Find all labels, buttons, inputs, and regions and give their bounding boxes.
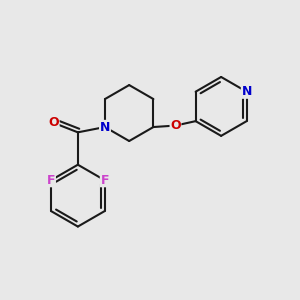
Text: O: O (170, 119, 181, 132)
Text: N: N (100, 121, 110, 134)
Text: O: O (48, 116, 59, 129)
Text: N: N (100, 121, 110, 134)
Text: F: F (47, 174, 55, 187)
Text: F: F (100, 174, 109, 187)
Text: N: N (242, 85, 252, 98)
